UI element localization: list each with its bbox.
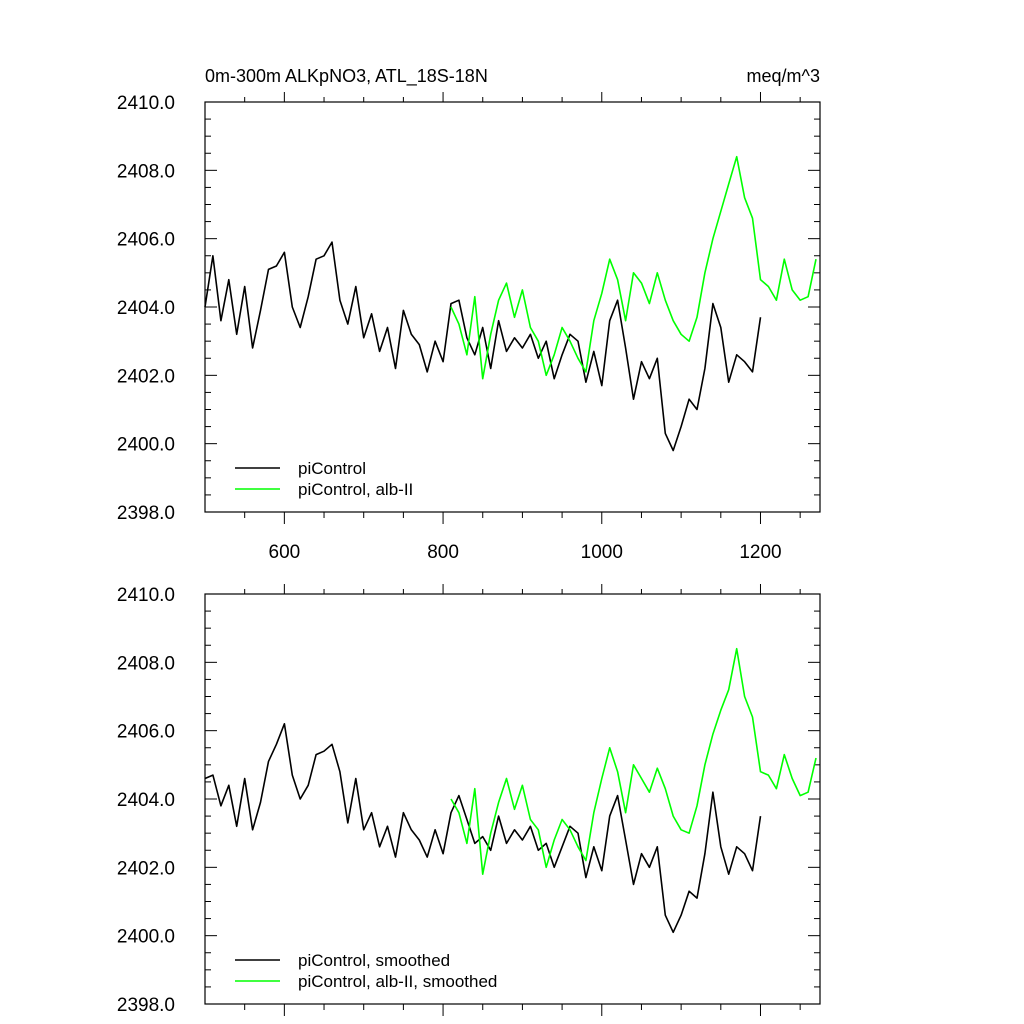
y-tick-label: 2406.0 (117, 722, 175, 743)
legend: piControl, smoothed piControl, alb-II, sm… (235, 951, 497, 991)
y-tick-label: 2400.0 (117, 435, 175, 456)
legend-label: piControl, alb-II (298, 480, 413, 499)
series-line-picontrol-alb-ii-smoothed (450, 647, 817, 876)
legend: piControl piControl, alb-II (235, 459, 413, 499)
y-tick-label: 2398.0 (117, 995, 175, 1016)
axis-ticks (205, 584, 820, 1016)
y-axis-labels: 2398.0 2400.0 2402.0 2404.0 2406.0 2408.0 2410… (117, 93, 175, 524)
y-tick-label: 2406.0 (117, 230, 175, 251)
y-tick-label: 2402.0 (117, 366, 175, 387)
y-tick-label: 2402.0 (117, 858, 175, 879)
y-tick-label: 2410.0 (117, 585, 175, 606)
legend-label: piControl, smoothed (298, 951, 450, 970)
x-tick-label: 600 (269, 542, 301, 563)
x-tick-label: 800 (427, 542, 459, 563)
x-tick-label: 1200 (739, 542, 781, 563)
y-tick-label: 2410.0 (117, 93, 175, 114)
x-axis-labels: 600 800 1000 1200 (269, 542, 782, 563)
y-tick-label: 2404.0 (117, 298, 175, 319)
series-line-picontrol (204, 241, 762, 452)
axis-ticks (205, 92, 820, 524)
top-panel: 0m-300m ALKpNO3, ATL_18S-18N meq/m^3 239… (117, 66, 821, 563)
series-line-picontrol-smoothed (204, 722, 762, 934)
legend-label: piControl (298, 459, 366, 478)
units-label: meq/m^3 (747, 66, 820, 86)
chart-title: 0m-300m ALKpNO3, ATL_18S-18N (205, 66, 488, 87)
y-tick-label: 2400.0 (117, 927, 175, 948)
x-tick-label: 1000 (581, 542, 623, 563)
y-tick-label: 2408.0 (117, 161, 175, 182)
series-line-picontrol-alb-ii (450, 155, 817, 380)
series-lines (204, 647, 817, 934)
y-tick-label: 2408.0 (117, 653, 175, 674)
legend-label: piControl, alb-II, smoothed (298, 972, 497, 991)
series-lines (204, 155, 817, 452)
y-tick-label: 2398.0 (117, 503, 175, 524)
y-tick-label: 2404.0 (117, 790, 175, 811)
y-axis-labels: 2398.0 2400.0 2402.0 2404.0 2406.0 2408.0 2410… (117, 585, 175, 1016)
bottom-panel: 2398.0 2400.0 2402.0 2404.0 2406.0 2408.0 2410… (117, 584, 821, 1016)
